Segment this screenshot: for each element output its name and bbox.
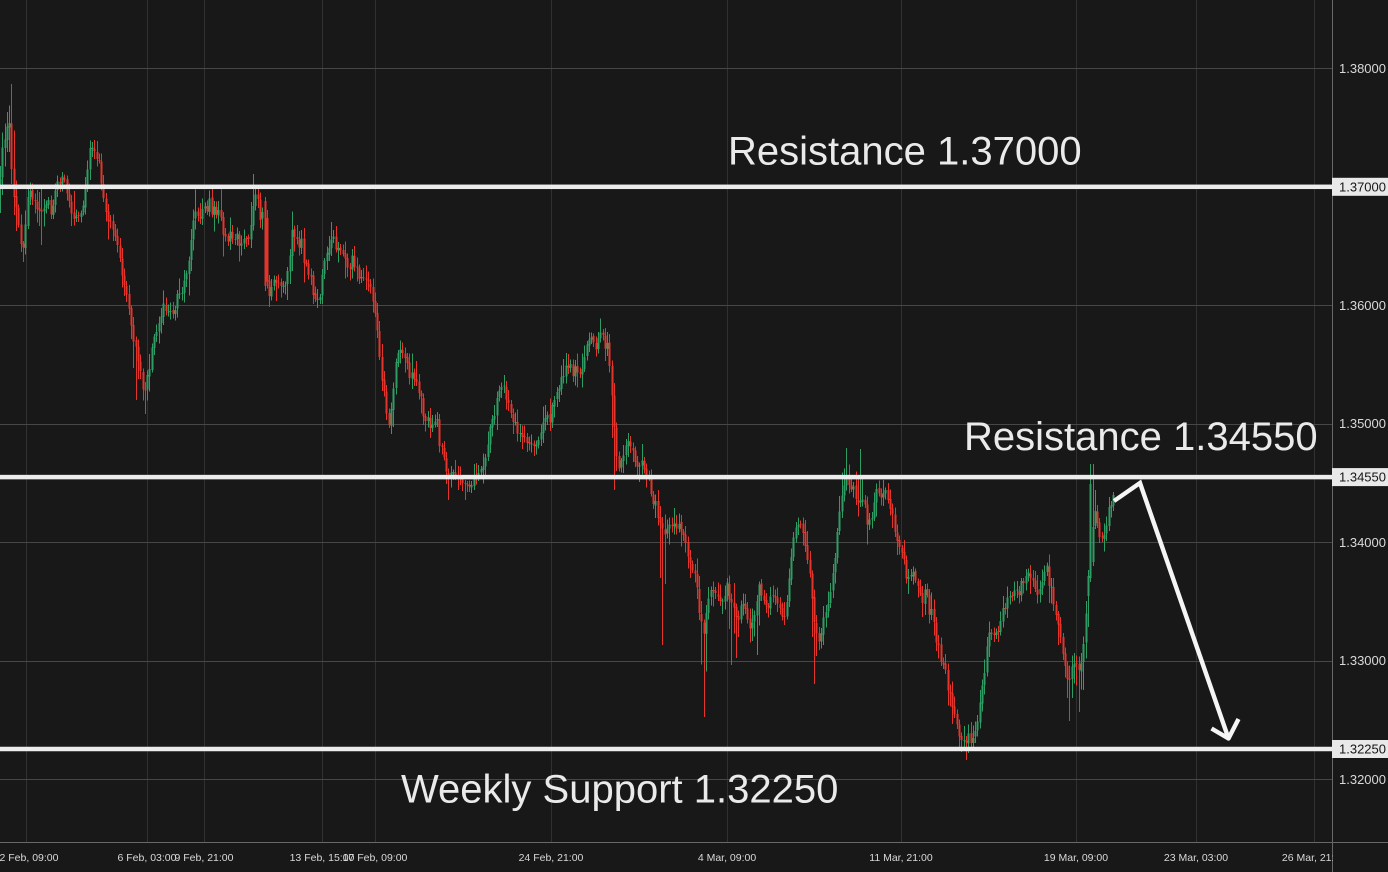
svg-text:1.37000: 1.37000 (1339, 179, 1386, 194)
svg-text:Resistance 1.37000: Resistance 1.37000 (728, 130, 1082, 174)
svg-text:1.34000: 1.34000 (1339, 535, 1386, 550)
svg-text:1.38000: 1.38000 (1339, 61, 1386, 76)
svg-text:26 Mar, 21:00: 26 Mar, 21:00 (1282, 852, 1346, 864)
svg-text:1.36000: 1.36000 (1339, 298, 1386, 313)
svg-text:23 Mar, 03:00: 23 Mar, 03:00 (1164, 852, 1228, 864)
svg-text:24 Feb, 21:00: 24 Feb, 21:00 (519, 852, 584, 864)
svg-text:1.33000: 1.33000 (1339, 653, 1386, 668)
svg-text:9 Feb, 21:00: 9 Feb, 21:00 (175, 852, 234, 864)
svg-text:1.35000: 1.35000 (1339, 416, 1386, 431)
svg-text:11 Mar, 21:00: 11 Mar, 21:00 (869, 852, 933, 864)
svg-text:17 Feb, 09:00: 17 Feb, 09:00 (343, 852, 408, 864)
svg-text:13 Feb, 15:00: 13 Feb, 15:00 (290, 852, 355, 864)
svg-text:2 Feb, 09:00: 2 Feb, 09:00 (0, 852, 59, 864)
svg-text:6 Feb, 03:00: 6 Feb, 03:00 (118, 852, 177, 864)
svg-text:19 Mar, 09:00: 19 Mar, 09:00 (1044, 852, 1108, 864)
svg-text:Resistance 1.34550: Resistance 1.34550 (964, 415, 1318, 459)
svg-text:Weekly Support 1.32250: Weekly Support 1.32250 (401, 768, 838, 812)
svg-text:4 Mar, 09:00: 4 Mar, 09:00 (698, 852, 757, 864)
svg-text:1.34550: 1.34550 (1339, 470, 1386, 485)
svg-text:1.32250: 1.32250 (1339, 742, 1386, 757)
svg-text:1.32000: 1.32000 (1339, 772, 1386, 787)
